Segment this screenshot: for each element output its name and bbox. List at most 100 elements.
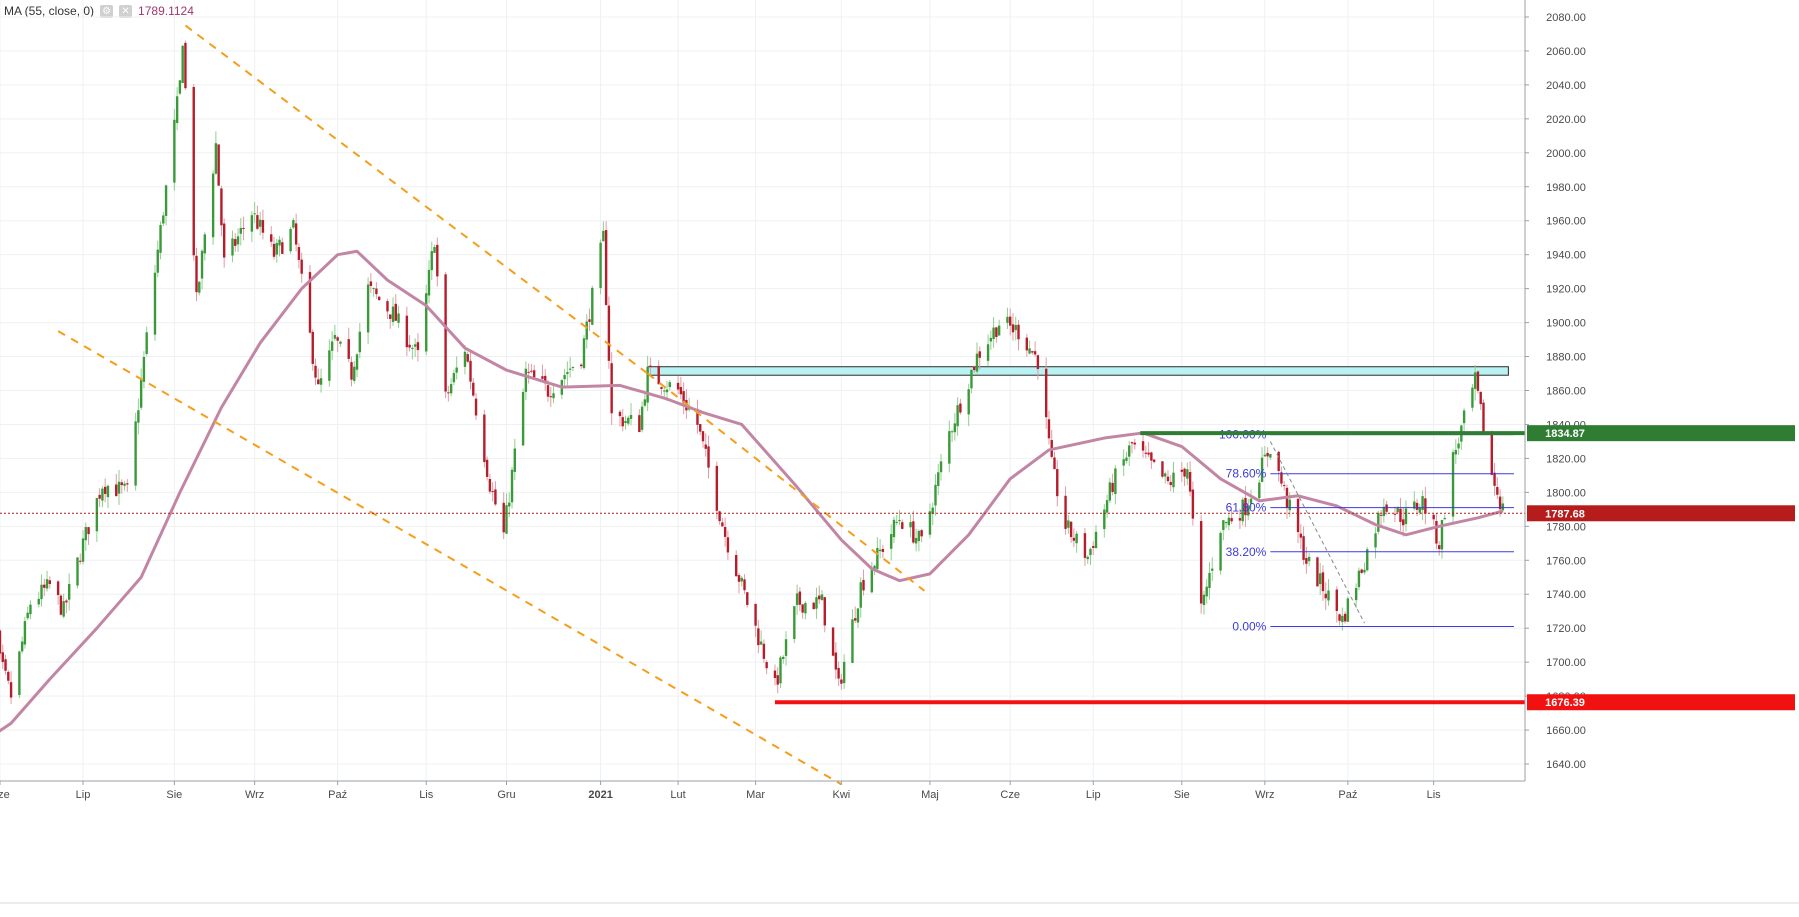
candle-body [23,621,27,645]
candle-body [159,225,162,253]
candle-body [1249,498,1253,504]
candle-body [43,584,46,588]
candle-body [95,498,99,532]
x-tick-label: 2021 [588,789,612,801]
candle-body [45,579,49,589]
price-tag-bg [1527,694,1795,711]
candle-body [126,483,129,485]
y-tick-label: 1800.00 [1546,487,1586,499]
candle-body [1211,568,1214,571]
candle-body [1083,533,1087,558]
candle-body [103,486,107,494]
candle-body [995,327,998,338]
candle-body [580,364,583,367]
candle-body [840,679,843,684]
candle-body [657,365,660,385]
fib-level-label: 38.20% [1226,545,1267,559]
fib-level-label: 78.60% [1226,467,1267,481]
candle-body [145,332,148,354]
candle-body [1374,533,1377,548]
candle-body [272,243,276,257]
candle-body [314,365,317,378]
candle-body [801,604,804,613]
candle-body [1379,514,1383,516]
close-icon[interactable]: ✕ [119,4,133,18]
candle-body [1036,355,1040,369]
candle-body [1069,521,1073,538]
candle-body [1180,469,1184,472]
candle-body [198,281,201,293]
candle-body [532,370,536,378]
candle-body [1399,508,1402,522]
candle-body [1191,489,1195,519]
candle-body [665,389,669,393]
candle-body [397,313,400,323]
candle-body [754,603,757,626]
candle-body [319,378,323,385]
candle-body [178,80,182,94]
candle-body [1017,324,1020,340]
candle-body [292,220,295,228]
candle-body [29,604,32,615]
candle-body [115,484,118,497]
candle-body [629,415,633,419]
x-tick-label: Paź [328,789,347,801]
x-tick-label: Paź [1338,789,1357,801]
candle-body [1424,498,1427,514]
candle-body [1169,482,1172,486]
candle-body [211,173,215,238]
candle-body [715,465,719,511]
candle-body [757,628,760,646]
candle-body [889,534,893,549]
candle-body [1150,452,1153,461]
candle-body [1415,502,1419,510]
candle-body [837,667,840,679]
candle-body [466,354,469,362]
candle-body [239,227,242,234]
candle-body [250,215,254,232]
candle-body [784,639,788,656]
candle-body [1105,500,1109,513]
candle-body [646,366,649,403]
candle-body [521,392,525,446]
candle-body [81,538,85,562]
candle-body [84,527,87,541]
candle-body [1277,451,1280,471]
y-tick-label: 2020.00 [1546,114,1586,126]
y-tick-label: 1880.00 [1546,352,1586,364]
candle-body [735,555,738,577]
candle-body [162,215,165,224]
candle-body [1377,512,1380,532]
candle-body [726,537,730,553]
candle-body [876,547,879,570]
y-tick-label: 1720.00 [1546,623,1586,635]
candle-body [986,344,990,361]
y-tick-label: 1660.00 [1546,725,1586,737]
candle-body [1402,519,1405,526]
candle-body [1357,570,1361,588]
candle-body [1307,556,1311,562]
candle-body [339,341,342,344]
gear-icon[interactable]: ⚙ [100,4,114,18]
candle-body [1263,454,1267,457]
candle-body [1493,472,1496,486]
candle-body [328,350,331,381]
candle-body [1363,569,1366,573]
candle-body [1125,457,1128,461]
candle-body [408,344,411,348]
candle-body [101,488,104,501]
y-tick-label: 1900.00 [1546,318,1586,330]
candle-body [1114,468,1117,494]
candle-body [854,618,857,621]
candle-body [851,619,854,663]
candle-body [762,643,766,659]
candle-body [427,269,431,296]
candle-body [818,595,821,600]
candle-body [294,223,298,245]
candle-body [1260,457,1264,482]
candle-body [1224,521,1228,524]
grid [0,0,1525,781]
candle-body [524,368,528,392]
candle-body [1327,590,1330,601]
